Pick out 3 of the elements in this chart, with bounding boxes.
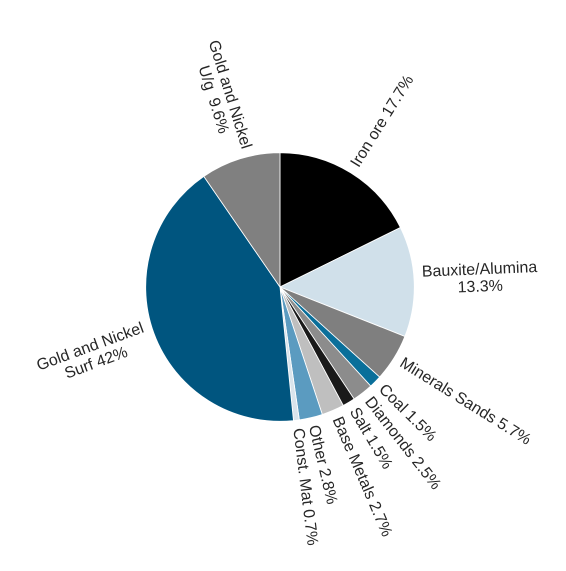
slice-label: Gold and Nickel U/g 9.6%: [196, 39, 253, 149]
slice-label: Bauxite/Alumina 13.3%: [422, 260, 538, 293]
slice-label: Gold and Nickel Surf 42%: [36, 321, 144, 379]
